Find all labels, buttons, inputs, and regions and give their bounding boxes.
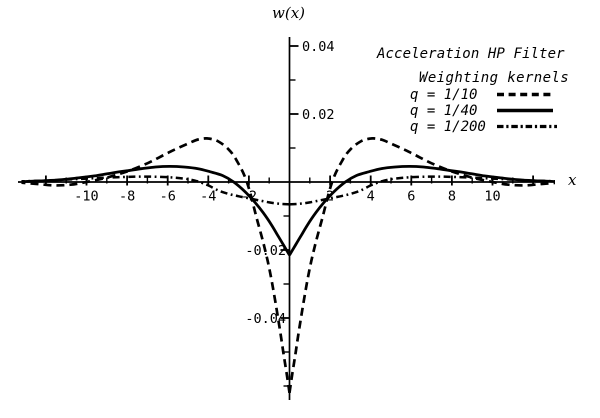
legend-row-q-1-40: q = 1/40 xyxy=(410,102,557,119)
chart-subtitle: Weighting kernels xyxy=(419,70,570,86)
legend-line-dashdot-icon xyxy=(497,124,557,129)
y-axis-title: w(x) xyxy=(272,4,306,22)
y-tick-label: -0.04 xyxy=(245,311,286,327)
legend-label-q-1-40: q = 1/40 xyxy=(410,102,478,119)
x-axis-title: x xyxy=(568,171,577,189)
x-tick-label: 8 xyxy=(448,189,456,205)
x-tick-label: -4 xyxy=(200,189,216,205)
legend-row-q-1-10: q = 1/10 xyxy=(410,86,557,103)
legend-row-q-1-200: q = 1/200 xyxy=(410,118,559,135)
x-tick-label: -6 xyxy=(160,189,176,205)
x-tick-label: -10 xyxy=(74,189,98,205)
curve-q-1-40 xyxy=(21,164,291,256)
y-tick-label: 0.02 xyxy=(302,107,335,123)
curve-q-1-10 xyxy=(21,137,291,393)
x-tick-label: 4 xyxy=(367,189,375,205)
legend-line-dashed-icon xyxy=(497,92,555,97)
x-tick-label: 10 xyxy=(484,189,500,205)
chart-title: Acceleration HP Filter xyxy=(377,46,565,62)
legend-label-q-1-200: q = 1/200 xyxy=(410,118,486,135)
y-tick-label: 0.04 xyxy=(302,39,335,55)
legend-line-solid-icon xyxy=(497,108,553,113)
curve-q-1-40 xyxy=(288,164,555,256)
x-tick-label: -8 xyxy=(119,189,135,205)
legend-label-q-1-10: q = 1/10 xyxy=(410,86,478,103)
x-tick-label: 6 xyxy=(407,189,415,205)
curve-q-1-10 xyxy=(288,137,555,393)
